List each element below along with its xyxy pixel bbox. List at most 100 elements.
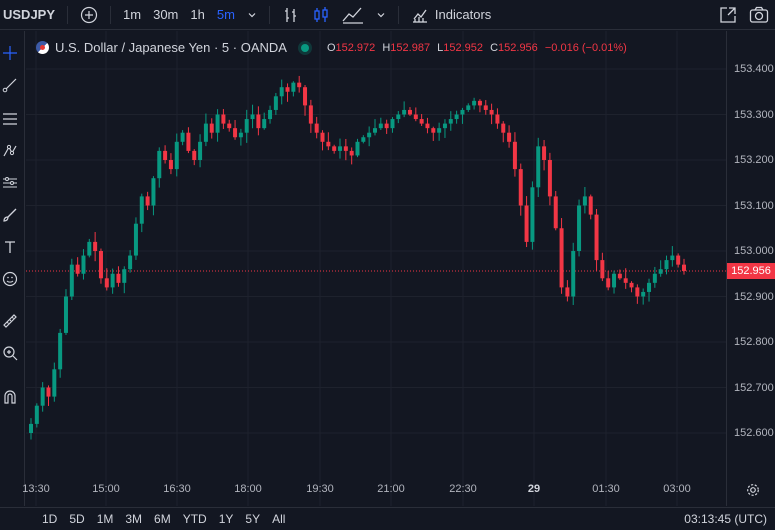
candle-body[interactable] bbox=[46, 387, 51, 397]
candle-body[interactable] bbox=[180, 132, 185, 142]
candle-body[interactable] bbox=[460, 109, 465, 115]
indicators-icon[interactable] bbox=[405, 0, 435, 30]
candle-body[interactable] bbox=[63, 296, 68, 333]
candle-body[interactable] bbox=[565, 287, 570, 297]
candle-body[interactable] bbox=[378, 123, 383, 129]
candle-body[interactable] bbox=[652, 273, 657, 283]
candle-body[interactable] bbox=[58, 332, 63, 370]
candle-body[interactable] bbox=[454, 114, 459, 120]
range-6m[interactable]: 6M bbox=[154, 512, 171, 526]
candle-body[interactable] bbox=[198, 141, 203, 160]
candle-body[interactable] bbox=[75, 264, 80, 274]
candle-body[interactable] bbox=[402, 109, 407, 115]
candle-body[interactable] bbox=[437, 128, 442, 133]
candle-body[interactable] bbox=[559, 228, 564, 288]
projection-icon[interactable] bbox=[0, 171, 20, 195]
candle-body[interactable] bbox=[326, 141, 331, 147]
price-chart[interactable] bbox=[26, 31, 726, 506]
candle-body[interactable] bbox=[530, 187, 535, 242]
candle-body[interactable] bbox=[128, 255, 133, 270]
candle-body[interactable] bbox=[355, 141, 360, 156]
settings-icon[interactable] bbox=[746, 483, 760, 502]
candle-body[interactable] bbox=[98, 251, 103, 279]
candle-body[interactable] bbox=[442, 123, 447, 129]
candle-body[interactable] bbox=[349, 150, 354, 156]
range-3m[interactable]: 3M bbox=[125, 512, 143, 526]
candle-body[interactable] bbox=[635, 287, 640, 297]
candle-body[interactable] bbox=[338, 146, 343, 151]
candle-body[interactable] bbox=[174, 141, 179, 170]
candle-body[interactable] bbox=[425, 123, 430, 129]
range-1m[interactable]: 1M bbox=[96, 512, 114, 526]
emoji-icon[interactable] bbox=[0, 267, 20, 291]
candle-body[interactable] bbox=[413, 114, 418, 120]
candle-body[interactable] bbox=[291, 82, 296, 92]
candle-body[interactable] bbox=[588, 196, 593, 215]
interval-1m[interactable]: 1m bbox=[123, 7, 142, 22]
candle-body[interactable] bbox=[600, 260, 605, 279]
range-1d[interactable]: 1D bbox=[42, 512, 58, 526]
chevron-down-icon[interactable] bbox=[370, 0, 392, 30]
indicators-button[interactable]: Indicators bbox=[434, 7, 492, 22]
candle-body[interactable] bbox=[577, 205, 582, 252]
candle-body[interactable] bbox=[268, 109, 273, 120]
candle-body[interactable] bbox=[419, 119, 424, 124]
candle-body[interactable] bbox=[52, 369, 57, 397]
range-5y[interactable]: 5Y bbox=[245, 512, 261, 526]
candle-body[interactable] bbox=[40, 387, 45, 406]
candle-body[interactable] bbox=[250, 114, 255, 120]
candle-body[interactable] bbox=[233, 128, 238, 138]
candle-body[interactable] bbox=[641, 291, 646, 297]
candle-body[interactable] bbox=[139, 196, 144, 224]
chevron-down-icon[interactable] bbox=[241, 0, 263, 30]
candle-body[interactable] bbox=[489, 109, 494, 115]
candle-body[interactable] bbox=[676, 255, 681, 265]
candle-body[interactable] bbox=[262, 119, 267, 129]
utc-clock[interactable]: 03:13:45 (UTC) bbox=[684, 512, 767, 526]
range-1y[interactable]: 1Y bbox=[218, 512, 234, 526]
candle-body[interactable] bbox=[209, 123, 214, 133]
candle-body[interactable] bbox=[163, 150, 168, 160]
compare-add-icon[interactable] bbox=[74, 0, 104, 30]
candle-body[interactable] bbox=[110, 273, 115, 288]
candle-body[interactable] bbox=[647, 282, 652, 292]
candle-body[interactable] bbox=[93, 241, 98, 251]
candle-body[interactable] bbox=[507, 132, 512, 142]
candle-body[interactable] bbox=[157, 150, 162, 179]
candle-body[interactable] bbox=[372, 128, 377, 133]
trend-line-icon[interactable] bbox=[0, 73, 20, 97]
candle-body[interactable] bbox=[367, 132, 372, 138]
pattern-icon[interactable] bbox=[0, 139, 20, 163]
candle-body[interactable] bbox=[629, 282, 634, 288]
candle-body[interactable] bbox=[384, 123, 389, 129]
candle-body[interactable] bbox=[682, 264, 686, 272]
candle-body[interactable] bbox=[536, 146, 541, 188]
candle-body[interactable] bbox=[29, 423, 33, 433]
magnet-icon[interactable] bbox=[0, 385, 20, 409]
price-axis[interactable] bbox=[726, 31, 775, 506]
candle-body[interactable] bbox=[192, 150, 197, 160]
range-all[interactable]: All bbox=[272, 512, 286, 526]
candle-body[interactable] bbox=[664, 260, 669, 270]
candle-body[interactable] bbox=[448, 119, 453, 124]
area-chart-type-icon[interactable] bbox=[336, 0, 370, 30]
candle-body[interactable] bbox=[116, 273, 121, 283]
candle-body[interactable] bbox=[524, 205, 529, 242]
interval-5m[interactable]: 5m bbox=[216, 7, 235, 22]
candle-body[interactable] bbox=[571, 251, 576, 297]
candle-body[interactable] bbox=[407, 109, 412, 115]
candle-body[interactable] bbox=[303, 87, 308, 106]
candle-body[interactable] bbox=[151, 178, 156, 206]
candle-body[interactable] bbox=[215, 114, 220, 133]
range-ytd[interactable]: YTD bbox=[182, 512, 207, 526]
interval-30m[interactable]: 30m bbox=[153, 7, 179, 22]
candle-body[interactable] bbox=[34, 405, 39, 424]
crosshair-icon[interactable] bbox=[0, 41, 20, 65]
candle-body[interactable] bbox=[594, 214, 599, 261]
zoom-icon[interactable] bbox=[0, 341, 20, 365]
text-icon[interactable] bbox=[0, 235, 20, 259]
candle-body[interactable] bbox=[285, 87, 290, 92]
candle-body[interactable] bbox=[361, 137, 366, 142]
candle-body[interactable] bbox=[547, 160, 552, 197]
candle-body[interactable] bbox=[168, 160, 173, 170]
